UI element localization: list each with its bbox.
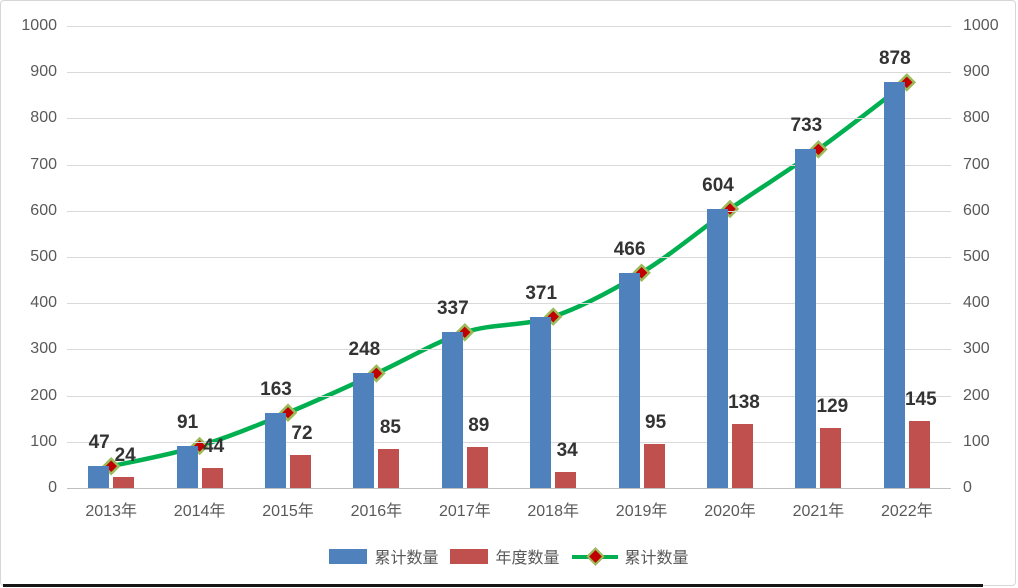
y-axis-left-tick-200: 200 <box>30 386 57 404</box>
x-axis-label-2017年: 2017年 <box>438 503 491 520</box>
y-axis-right-tick-1000: 1000 <box>963 17 999 34</box>
cumulative-bar-2013年 <box>88 466 110 488</box>
annual-bar-2017年 <box>466 446 488 488</box>
legend: 累计数量 年度数量 累计数量 <box>1 544 1017 568</box>
cumulative-bar-2018年 <box>530 316 552 488</box>
gridline-700 <box>67 165 951 166</box>
y-axis-left-tick-100: 100 <box>30 432 57 450</box>
annual-bar-2022年 <box>908 421 930 488</box>
y-axis-right-tick-200: 200 <box>963 386 990 404</box>
y-axis-right-tick-300: 300 <box>963 340 990 358</box>
annual-value-label: 89 <box>468 414 490 436</box>
annual-bar-2018年 <box>555 472 577 488</box>
diamond-marker-icon <box>585 546 605 566</box>
gridline-900 <box>67 72 951 73</box>
y-axis-right-tick-0: 0 <box>963 479 972 496</box>
cumulative-line <box>108 80 910 469</box>
gridline-0 <box>67 488 951 489</box>
x-axis-label-2020年: 2020年 <box>704 503 756 520</box>
y-axis-left-tick-600: 600 <box>30 201 57 219</box>
annual-bar-2019年 <box>643 444 665 488</box>
cumulative-bar-2016年 <box>353 373 375 488</box>
annual-value-label: 138 <box>728 392 760 414</box>
x-axis-label-2014年: 2014年 <box>173 503 226 520</box>
gridline-800 <box>67 118 951 119</box>
x-axis-label-2016年: 2016年 <box>350 503 403 520</box>
annual-value-label: 24 <box>114 444 136 466</box>
x-axis-label-2022年: 2022年 <box>880 503 933 520</box>
cumulative-value-label: 163 <box>260 378 292 400</box>
cumulative-value-label: 878 <box>878 48 911 70</box>
annual-value-label: 145 <box>904 389 937 410</box>
x-axis-label-2015年: 2015年 <box>262 503 314 520</box>
x-axis-label-2018年: 2018年 <box>527 503 579 520</box>
annual-value-label: 85 <box>379 416 401 438</box>
cumulative-value-label: 733 <box>790 115 823 137</box>
gridline-400 <box>67 303 951 304</box>
y-axis-left-tick-300: 300 <box>30 340 57 358</box>
cumulative-value-label: 337 <box>436 298 469 320</box>
y-axis-left-tick-1000: 1000 <box>21 17 57 34</box>
y-axis-right-tick-800: 800 <box>963 109 990 127</box>
annual-bar-2016年 <box>378 448 400 488</box>
annual-bar-2021年 <box>820 428 842 488</box>
annual-value-label: 129 <box>816 396 849 418</box>
y-axis-left-tick-400: 400 <box>30 294 57 312</box>
annual-bar-2015年 <box>290 454 311 488</box>
cumulative-bar-2021年 <box>795 149 817 488</box>
x-axis-label-2013年: 2013年 <box>85 503 137 520</box>
cumulative-bar-2020年 <box>707 208 728 488</box>
y-axis-right-tick-400: 400 <box>963 294 990 312</box>
y-axis-left-tick-500: 500 <box>30 248 57 265</box>
cumulative-bar-2017年 <box>441 332 463 488</box>
legend-item-cumulative-bar: 累计数量 <box>329 544 438 568</box>
annual-value-label: 72 <box>291 422 313 444</box>
gridline-500 <box>67 257 951 258</box>
cumulative-value-label: 91 <box>177 411 199 433</box>
y-axis-left-tick-800: 800 <box>30 109 57 127</box>
gridline-200 <box>67 396 951 397</box>
gridline-300 <box>67 349 951 350</box>
annual-bar-swatch <box>450 548 489 564</box>
annual-value-label: 44 <box>203 435 225 457</box>
x-axis-label-2021年: 2021年 <box>792 503 845 520</box>
y-axis-right-tick-900: 900 <box>963 63 990 81</box>
annual-bar-2013年 <box>113 476 135 488</box>
cumulative-bar-2022年 <box>883 82 905 488</box>
legend-item-annual-bar: 年度数量 <box>450 544 560 568</box>
annual-value-label: 34 <box>556 440 578 462</box>
annual-bar-2014年 <box>201 467 223 488</box>
y-axis-right-tick-100: 100 <box>963 432 990 450</box>
cumulative-value-label: 604 <box>702 174 734 196</box>
cumulative-bar-swatch <box>329 548 368 564</box>
cumulative-line-swatch <box>571 546 618 566</box>
y-axis-right-tick-600: 600 <box>963 201 990 219</box>
cumulative-bar-2019年 <box>618 272 640 488</box>
y-axis-left-tick-700: 700 <box>30 155 57 173</box>
legend-label: 累计数量 <box>624 550 689 567</box>
cumulative-value-label: 248 <box>348 339 381 361</box>
y-axis-left-tick-0: 0 <box>48 479 57 496</box>
gridline-600 <box>67 211 951 212</box>
annual-bar-2020年 <box>732 424 753 488</box>
cumulative-bar-2015年 <box>265 412 286 488</box>
cumulative-value-label: 466 <box>613 238 646 260</box>
y-axis-left-tick-900: 900 <box>30 63 57 81</box>
cumulative-value-label: 371 <box>525 282 558 304</box>
y-axis-right-tick-700: 700 <box>963 155 990 173</box>
y-axis-right-tick-500: 500 <box>963 248 990 265</box>
cumulative-value-label: 47 <box>88 432 110 454</box>
legend-label: 累计数量 <box>374 550 439 567</box>
x-axis-label-2019年: 2019年 <box>615 503 668 520</box>
cumulative-bar-2014年 <box>176 445 198 488</box>
gridline-1000 <box>67 26 951 27</box>
bottom-rule <box>3 584 983 587</box>
legend-label: 年度数量 <box>495 550 560 567</box>
gridline-100 <box>67 442 951 443</box>
annual-value-label: 95 <box>645 412 667 434</box>
legend-item-cumulative-line: 累计数量 <box>571 544 689 568</box>
